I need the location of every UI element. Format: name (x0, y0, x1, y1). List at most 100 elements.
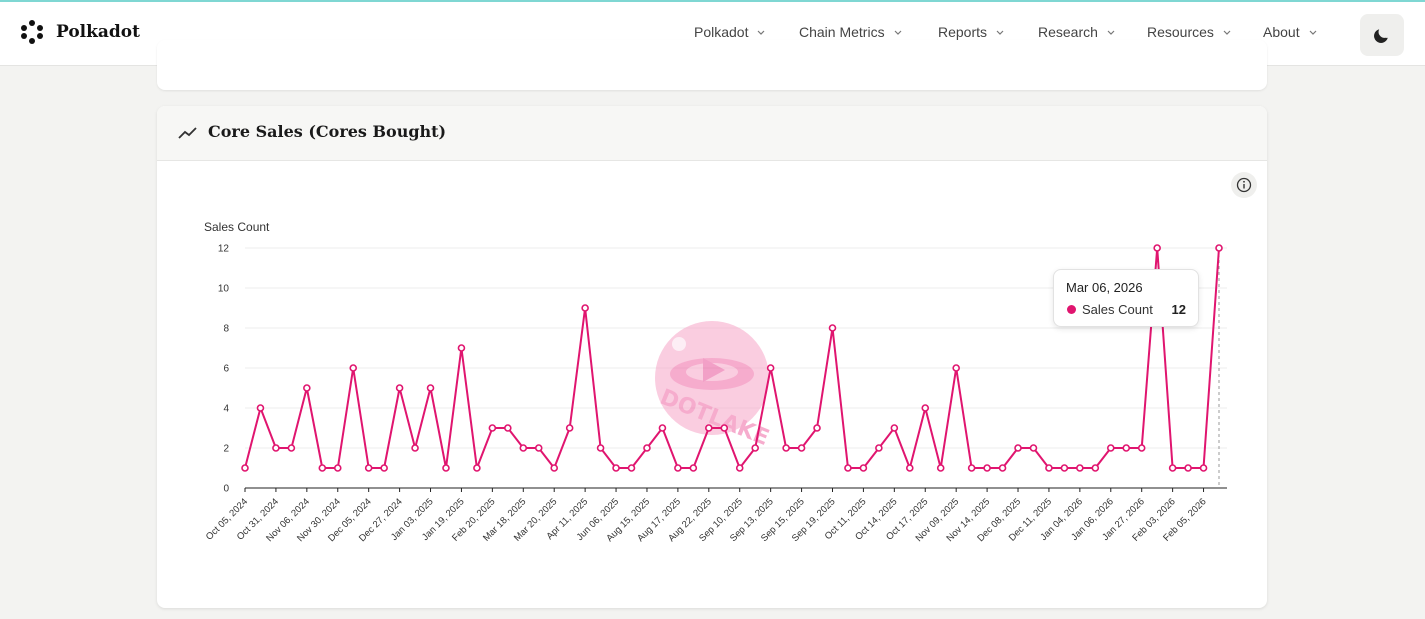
previous-card (157, 40, 1267, 90)
data-point (1106, 444, 1115, 452)
data-point (705, 424, 713, 432)
data-point (905, 464, 914, 472)
info-icon (1236, 177, 1252, 193)
data-point (519, 444, 528, 452)
data-point (1199, 464, 1208, 472)
data-point (612, 464, 620, 472)
nav-item-about[interactable]: About (1263, 24, 1318, 40)
chevron-down-icon (1309, 30, 1317, 35)
brand-name: Polkadot (56, 22, 140, 42)
data-point (1091, 464, 1100, 472)
data-point (318, 464, 327, 472)
tooltip-series-label: Sales Count (1082, 302, 1153, 317)
data-point (411, 444, 419, 452)
data-point (488, 424, 497, 432)
card-header: Core Sales (Cores Bought) (157, 106, 1267, 161)
chevron-down-icon (894, 30, 902, 35)
data-point (1060, 464, 1069, 472)
data-point (1045, 464, 1053, 472)
data-point (782, 444, 790, 452)
chevron-down-icon (1107, 30, 1115, 35)
sales-count-line (244, 247, 1220, 469)
data-point (921, 404, 930, 412)
data-point (1014, 444, 1022, 452)
data-point (627, 464, 636, 472)
data-point (349, 364, 358, 372)
nav-item-label: Reports (938, 24, 988, 40)
y-axis-label: Sales Count (204, 220, 270, 234)
data-point (442, 464, 450, 472)
data-point (1168, 464, 1177, 472)
data-point (272, 444, 280, 452)
nav-item-label: Polkadot (694, 24, 749, 40)
tooltip-date: Mar 06, 2026 (1066, 280, 1143, 295)
theme-toggle-button[interactable] (1360, 14, 1404, 56)
nav-item-chain-metrics[interactable]: Chain Metrics (799, 24, 903, 40)
data-point (952, 364, 960, 372)
dotlake-watermark: DOTLAKE (655, 321, 772, 451)
data-point (813, 424, 821, 432)
data-point (967, 464, 976, 472)
y-tick-label: 8 (223, 324, 229, 335)
polkadot-logo-icon (20, 20, 44, 44)
data-point (1122, 444, 1131, 452)
nav-item-reports[interactable]: Reports (938, 24, 1005, 40)
data-point (844, 464, 852, 472)
data-point (1076, 464, 1084, 472)
data-point (287, 444, 296, 452)
trend-line-icon (178, 127, 197, 139)
data-point (689, 464, 698, 472)
data-point (674, 464, 682, 472)
data-point (1215, 244, 1223, 252)
data-point (875, 444, 883, 452)
data-point (380, 464, 388, 472)
data-point (303, 384, 311, 392)
data-point (256, 404, 265, 412)
moon-icon (1374, 29, 1388, 43)
data-point (643, 444, 651, 452)
nav-item-polkadot[interactable]: Polkadot (694, 24, 766, 40)
data-point (998, 464, 1007, 472)
brand[interactable]: Polkadot (20, 20, 140, 44)
top-accent-line (0, 0, 1425, 2)
nav-item-resources[interactable]: Resources (1147, 24, 1232, 40)
nav-item-research[interactable]: Research (1038, 24, 1116, 40)
y-tick-label: 12 (218, 244, 230, 255)
y-tick-label: 6 (223, 364, 229, 375)
data-point (457, 344, 466, 352)
data-point (581, 304, 589, 312)
nav-item-label: Research (1038, 24, 1098, 40)
chevron-down-icon (996, 30, 1004, 35)
data-point (936, 464, 945, 472)
nav-item-label: Resources (1147, 24, 1214, 40)
data-point (534, 444, 543, 452)
chart-tooltip: Mar 06, 2026 Sales Count 12 (1053, 269, 1199, 327)
nav-item-label: About (1263, 24, 1300, 40)
data-point (426, 384, 435, 392)
data-point (890, 424, 899, 432)
data-point (241, 464, 249, 472)
data-point (550, 464, 559, 472)
data-point (1184, 464, 1192, 472)
data-point (859, 464, 868, 472)
info-button[interactable] (1231, 172, 1257, 198)
data-point (983, 464, 991, 472)
data-point (504, 424, 512, 432)
y-tick-label: 10 (218, 284, 230, 295)
card-title: Core Sales (Cores Bought) (208, 122, 447, 141)
data-point (751, 444, 759, 452)
data-point (797, 444, 806, 452)
y-tick-label: 2 (223, 444, 229, 455)
data-point (735, 464, 744, 472)
data-point (473, 464, 481, 472)
y-tick-label: 4 (223, 404, 229, 415)
data-point (720, 424, 729, 432)
data-point (333, 464, 342, 472)
chevron-down-icon (1223, 30, 1231, 35)
nav-item-label: Chain Metrics (799, 24, 885, 40)
y-tick-label: 0 (223, 484, 229, 495)
data-point (395, 384, 404, 392)
data-point (565, 424, 574, 432)
data-point (766, 364, 775, 372)
